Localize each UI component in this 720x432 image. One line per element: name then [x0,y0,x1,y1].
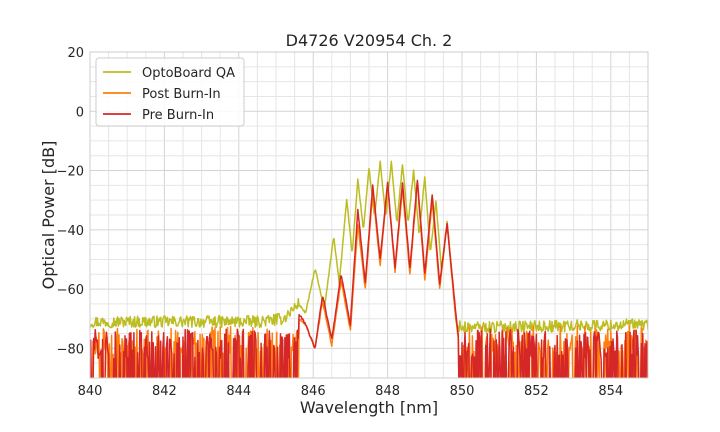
series-line [90,160,648,334]
x-tick-label: 846 [301,384,326,399]
legend-label: OptoBoard QA [142,66,235,81]
y-axis-label: Optical Power [dB] [39,141,58,290]
y-tick-label: −60 [57,283,84,298]
series-line [90,179,648,378]
x-axis-label: Wavelength [nm] [300,398,438,417]
legend-label: Post Burn-In [142,87,221,102]
x-tick-label: 842 [152,384,177,399]
plot-frame [89,51,649,379]
y-tick-label: −20 [57,165,84,180]
x-tick-label: 852 [524,384,549,399]
tick-labels: 840 842 844 846 848 850 852 854 20 0 −20 −40 −60 −80 [57,46,624,399]
x-tick-label: 840 [78,384,103,399]
y-tick-label: −40 [57,224,84,239]
x-tick-label: 854 [598,384,623,399]
chart-title: D4726 V20954 Ch. 2 [286,31,453,50]
x-tick-label: 850 [450,384,475,399]
x-tick-label: 844 [226,384,251,399]
legend: OptoBoard QA Post Burn-In Pre Burn-In [95,57,245,127]
legend-box [95,57,245,127]
series-group [90,160,648,378]
y-tick-label: 0 [76,105,84,120]
y-tick-label: −80 [57,342,84,357]
legend-label: Pre Burn-In [142,108,214,123]
y-tick-label: 20 [67,46,84,61]
x-tick-label: 848 [375,384,400,399]
